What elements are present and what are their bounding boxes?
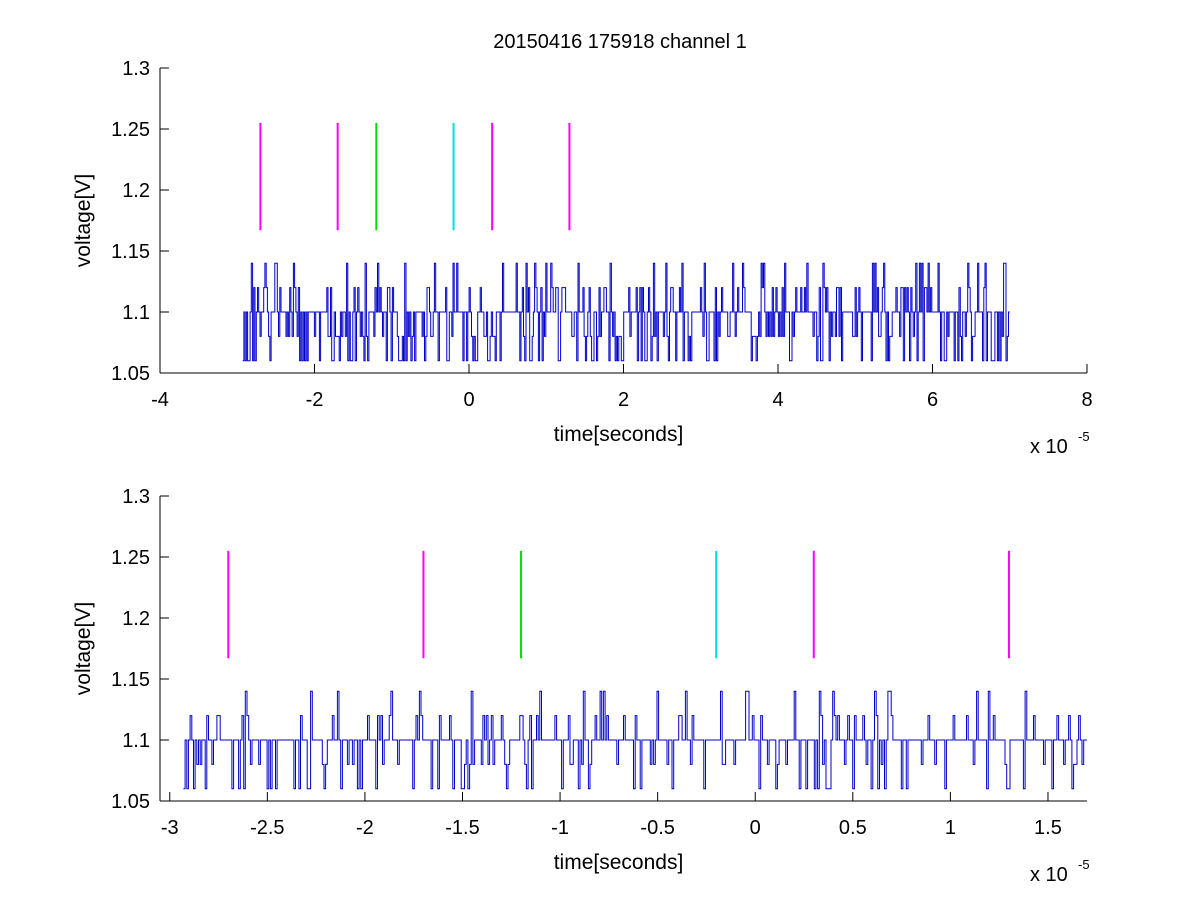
y-tick-label: 1.15 [111,669,150,691]
y-tick-label: 1.1 [122,730,150,752]
x-tick-label: 0.5 [839,817,867,839]
x-tick-label: -1.5 [445,817,479,839]
x-axis-label: time[seconds] [554,423,684,446]
x-tick-label: 6 [927,389,938,411]
x-tick-label: -2.5 [250,817,284,839]
y-tick-label: 1.05 [111,363,150,385]
y-tick-label: 1.3 [122,486,150,508]
x-tick-label: -2 [306,389,324,411]
y-tick-label: 1.25 [111,547,150,569]
y-tick-label: 1.1 [122,302,150,324]
x-axis-label: time[seconds] [554,851,684,874]
y-axis-label: voltage[V] [72,174,95,267]
y-tick-label: 1.05 [111,791,150,813]
x-tick-label: -2 [356,817,374,839]
x-tick-label: 2 [618,389,629,411]
x-tick-label: 1 [945,817,956,839]
x-tick-label: -4 [151,389,169,411]
figure-title: 20150416 175918 channel 1 [493,31,747,53]
y-tick-label: 1.15 [111,241,150,263]
x-tick-label: -1 [551,817,569,839]
x-exponent-value: -5 [1078,857,1090,872]
x-exponent-value: -5 [1078,429,1090,444]
voltage-trace [183,690,1087,790]
x-tick-label: 1.5 [1034,817,1062,839]
x-tick-label: 8 [1081,389,1092,411]
x-tick-label: -0.5 [640,817,674,839]
y-tick-label: 1.2 [122,608,150,630]
voltage-trace [242,262,1010,362]
y-tick-label: 1.25 [111,119,150,141]
x-tick-label: 4 [772,389,783,411]
y-tick-label: 1.3 [122,58,150,80]
x-tick-label: 0 [463,389,474,411]
x-exponent-label: x 10 [1030,864,1068,886]
bottom-plot: 1.05 1.1 1.15 1.2 1.25 1.3 -3 -2.5 -2 -1.5 -1 -0.5 0… [72,486,1090,886]
top-plot: 1.05 1.1 1.15 1.2 1.25 1.3 -4 -2 0 2 4 6 8 time[secon… [72,58,1093,458]
x-exponent-label: x 10 [1030,436,1068,458]
x-tick-label: -3 [161,817,179,839]
x-tick-label: 0 [750,817,761,839]
y-tick-label: 1.2 [122,180,150,202]
y-axis-label: voltage[V] [72,602,95,695]
